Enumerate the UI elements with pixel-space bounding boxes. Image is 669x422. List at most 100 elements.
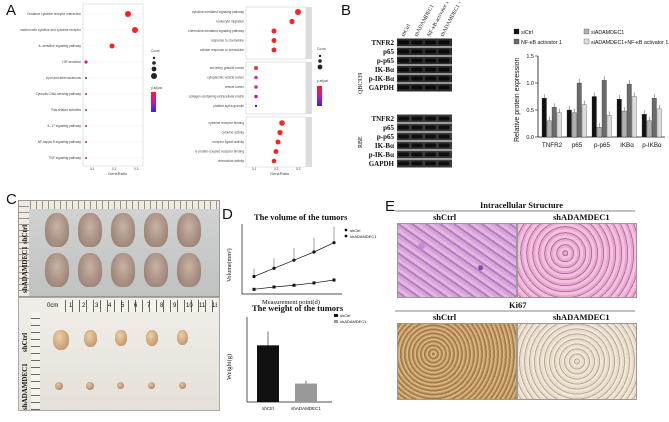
label-shctrl-bot: shCtrl [18, 318, 29, 352]
volume-point [312, 250, 316, 254]
bar [551, 107, 557, 138]
panel-label-c: C [6, 191, 17, 208]
band-label-bot: p65 [383, 124, 394, 132]
tumor-shctrl [84, 330, 97, 347]
bar [651, 97, 657, 138]
volume-ylabel: Volume(mm³) [226, 248, 233, 282]
bar [631, 96, 637, 138]
panel-b-bar-chart: siCtrl siADAMDEC1 NF-κB activator 1 siADAMD… [513, 28, 668, 149]
volume-point [312, 281, 316, 285]
weight-category: shCtrl [262, 406, 274, 411]
ruler-number: 5 [121, 303, 125, 309]
panel-c-tumor-photo: 0cm 1 2 3 4 5 6 7 8 9 10 11 18 [18, 297, 220, 411]
band-label-top: GAPDH [369, 84, 395, 92]
e-title-bot: Ki67 [509, 300, 527, 310]
legend-swatch [583, 38, 590, 45]
legend-label: siADAMDEC1 [591, 30, 624, 36]
mouse [78, 253, 102, 287]
band-label-top: p-p65 [377, 57, 395, 65]
bar [546, 120, 552, 138]
right-tick: 0.3 [296, 167, 301, 171]
panel-d-volume-chart: The volume of the tumors Volume(mm³) Mea… [226, 212, 377, 306]
go-dot [273, 149, 279, 154]
bar [606, 115, 612, 138]
label-shadamdec1-bot: shADAMDEC1 [18, 360, 29, 410]
kegg-dot [85, 93, 87, 95]
go-dot [271, 47, 277, 53]
category-label: TNFR2 [542, 142, 563, 149]
tumor-shadamdec1 [86, 382, 94, 390]
kegg-dot [84, 60, 88, 64]
legend-swatch [513, 38, 520, 45]
band-label-top: p-IK-Bα [369, 75, 394, 83]
right-legend: Count p.adjust [317, 47, 328, 106]
volume-legend: shCtrl [350, 228, 361, 233]
ruler-number: 2 [82, 303, 86, 309]
legend-label: siADAMDEC1+NF-κB activator 1 [591, 40, 668, 46]
kegg-term-label: Viral protein interaction with cytokine … [20, 28, 82, 32]
tumor-shadamdec1 [179, 382, 186, 389]
go-term-label: chemokine-mediated signaling pathway [188, 29, 244, 33]
volume-point [292, 258, 296, 262]
he-image-shctrl [397, 223, 517, 298]
band-label-bot: p-p65 [377, 133, 395, 141]
go-dot [289, 18, 295, 25]
bar [656, 108, 662, 138]
kegg-dot [109, 43, 115, 49]
bar [616, 99, 622, 138]
band-label-top: TNFR2 [371, 39, 394, 47]
svg-text:0cm: 0cm [47, 303, 58, 309]
panel-a-go-dotplot: cytokine-mediated signaling pathway leuko… [188, 6, 328, 176]
panel-label-b: B [341, 2, 352, 19]
mouse [111, 253, 135, 287]
bar [626, 83, 632, 138]
legend-count-label: Count [151, 49, 160, 53]
kegg-term-label: Lipid and atherosclerosis [46, 76, 82, 80]
svg-text:shADAMDEC1: shADAMDEC1 [21, 246, 29, 293]
ruler-number: 3 [95, 303, 99, 309]
go-term-label: cytokine receptor binding [209, 121, 245, 125]
blot-strip [397, 132, 452, 141]
go-term-label: cytokine activity [222, 131, 245, 135]
band-label-top: IK-Bα [375, 66, 394, 74]
go-dot [254, 104, 258, 108]
tumor-shctrl [177, 330, 188, 345]
e-col2-top: shADAMDEC1 [553, 212, 610, 222]
cell-line-qbc939: QBC939 [358, 73, 364, 94]
go-term-label: platelet alpha granule [214, 104, 245, 108]
bar [591, 96, 597, 138]
ki67-image-shctrl [397, 323, 517, 400]
kegg-dot [85, 77, 87, 79]
go-dot [295, 9, 301, 15]
ruler-top [19, 201, 219, 209]
volume-point [332, 241, 336, 245]
panel-label-d: D [222, 206, 233, 223]
panel-c-mice-photo [18, 200, 220, 297]
go-dot [277, 129, 283, 136]
y-tick-label: 1.5 [526, 54, 534, 60]
blot-strip [397, 123, 452, 132]
volume-legend: shADAMDEC1 [350, 234, 377, 239]
go-dot [271, 28, 277, 34]
tumor-shadamdec1 [55, 382, 63, 390]
svg-text:shADAMDEC1: shADAMDEC1 [21, 363, 29, 410]
volume-title: The volume of the tumors [254, 212, 348, 222]
go-dot [254, 75, 258, 80]
legend-label: siCtrl [521, 30, 533, 36]
volume-point [252, 287, 256, 291]
bar-ylabel: Relative protein expression [514, 57, 521, 142]
mouse [78, 213, 102, 247]
left-tick: 0.2 [112, 167, 117, 171]
blot-strip [397, 47, 452, 56]
mouse [111, 213, 135, 247]
go-term-label: vesicle lumen [225, 85, 245, 89]
kegg-term-label: Oxidative cytokine receptor interaction [27, 12, 81, 16]
cell-line-rbe: RBE [358, 136, 364, 148]
weight-bar [257, 345, 279, 402]
mouse [45, 213, 69, 247]
category-label: p65 [572, 142, 583, 149]
volume-point [272, 285, 276, 289]
kegg-term-label: HIF-sensitive [62, 60, 81, 64]
bar [571, 112, 577, 138]
